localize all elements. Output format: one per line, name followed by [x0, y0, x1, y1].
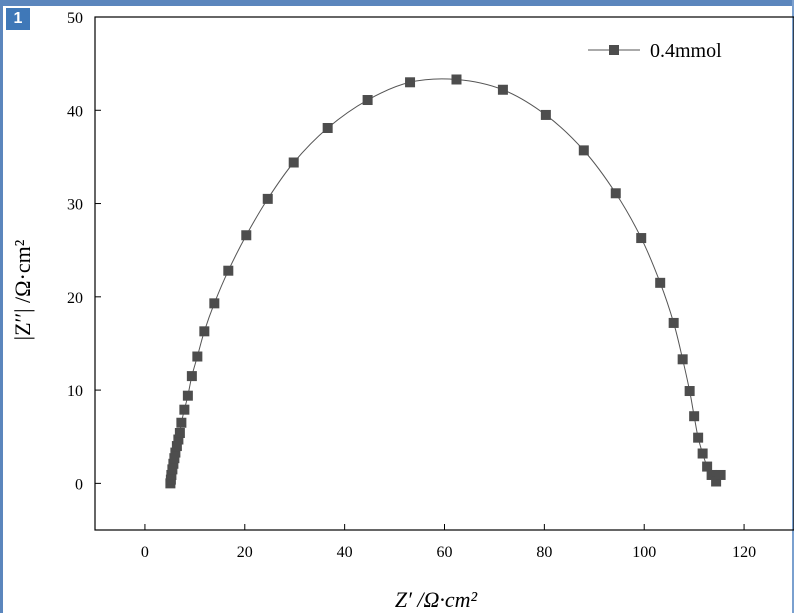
data-point — [199, 326, 210, 337]
data-point — [578, 145, 589, 156]
data-point — [497, 84, 508, 95]
data-point — [610, 188, 621, 199]
data-point — [702, 461, 713, 472]
data-point — [288, 157, 299, 168]
data-point — [167, 464, 178, 475]
data-point — [668, 317, 679, 328]
y-tick-label: 30 — [67, 197, 83, 214]
x-tick-label: 0 — [141, 544, 149, 561]
data-point — [182, 390, 193, 401]
data-point — [689, 411, 700, 422]
data-point — [451, 74, 462, 85]
data-point — [677, 354, 688, 365]
data-point — [540, 109, 551, 120]
data-point — [174, 427, 185, 438]
y-tick-label: 10 — [67, 383, 83, 400]
data-point — [711, 476, 722, 487]
data-point — [405, 77, 416, 88]
data-point — [362, 95, 373, 106]
data-point — [693, 432, 704, 443]
data-point — [169, 453, 180, 464]
data-point — [173, 434, 184, 445]
window-frame-top — [0, 0, 794, 6]
data-point — [636, 233, 647, 244]
data-point — [706, 469, 717, 480]
y-axis-title: |Z′′| /Ω·cm² — [10, 239, 35, 340]
window-frame-right — [792, 0, 794, 613]
data-point — [170, 447, 181, 458]
data-point — [241, 230, 252, 241]
data-point — [684, 386, 695, 397]
x-tick-label: 80 — [536, 544, 552, 561]
y-tick-label: 0 — [75, 476, 83, 493]
x-tick-label: 60 — [437, 544, 453, 561]
series-layer — [165, 74, 726, 489]
data-point — [715, 469, 726, 480]
legend-marker — [609, 45, 619, 55]
series-line — [169, 78, 722, 484]
data-point — [166, 469, 177, 480]
axis-ticks: 0 20 40 60 80 100 120 0 10 20 30 40 50 — [67, 10, 756, 561]
data-point — [186, 371, 197, 382]
y-tick-label: 20 — [67, 290, 83, 307]
graph-window-badge[interactable]: 1 — [6, 8, 30, 30]
legend: 0.4mmol — [588, 40, 722, 62]
x-tick-label: 20 — [237, 544, 253, 561]
data-point — [262, 193, 273, 204]
data-point — [209, 298, 220, 309]
data-point — [322, 122, 333, 133]
data-point — [168, 458, 179, 469]
window-frame-left — [0, 0, 3, 613]
x-axis-title: Z′ /Ω·cm² — [395, 587, 478, 612]
data-point — [223, 265, 234, 276]
y-tick-label: 40 — [67, 103, 83, 120]
plot-frame — [94, 16, 794, 531]
data-point — [192, 351, 203, 362]
x-tick-label: 40 — [337, 544, 353, 561]
data-point — [176, 417, 187, 428]
y-tick-label: 50 — [67, 10, 83, 27]
legend-label: 0.4mmol — [650, 40, 722, 62]
x-tick-label: 100 — [632, 544, 656, 561]
data-point — [655, 277, 666, 288]
data-point — [697, 448, 708, 459]
data-point — [171, 441, 182, 452]
x-tick-label: 120 — [732, 544, 756, 561]
data-point — [179, 404, 190, 415]
